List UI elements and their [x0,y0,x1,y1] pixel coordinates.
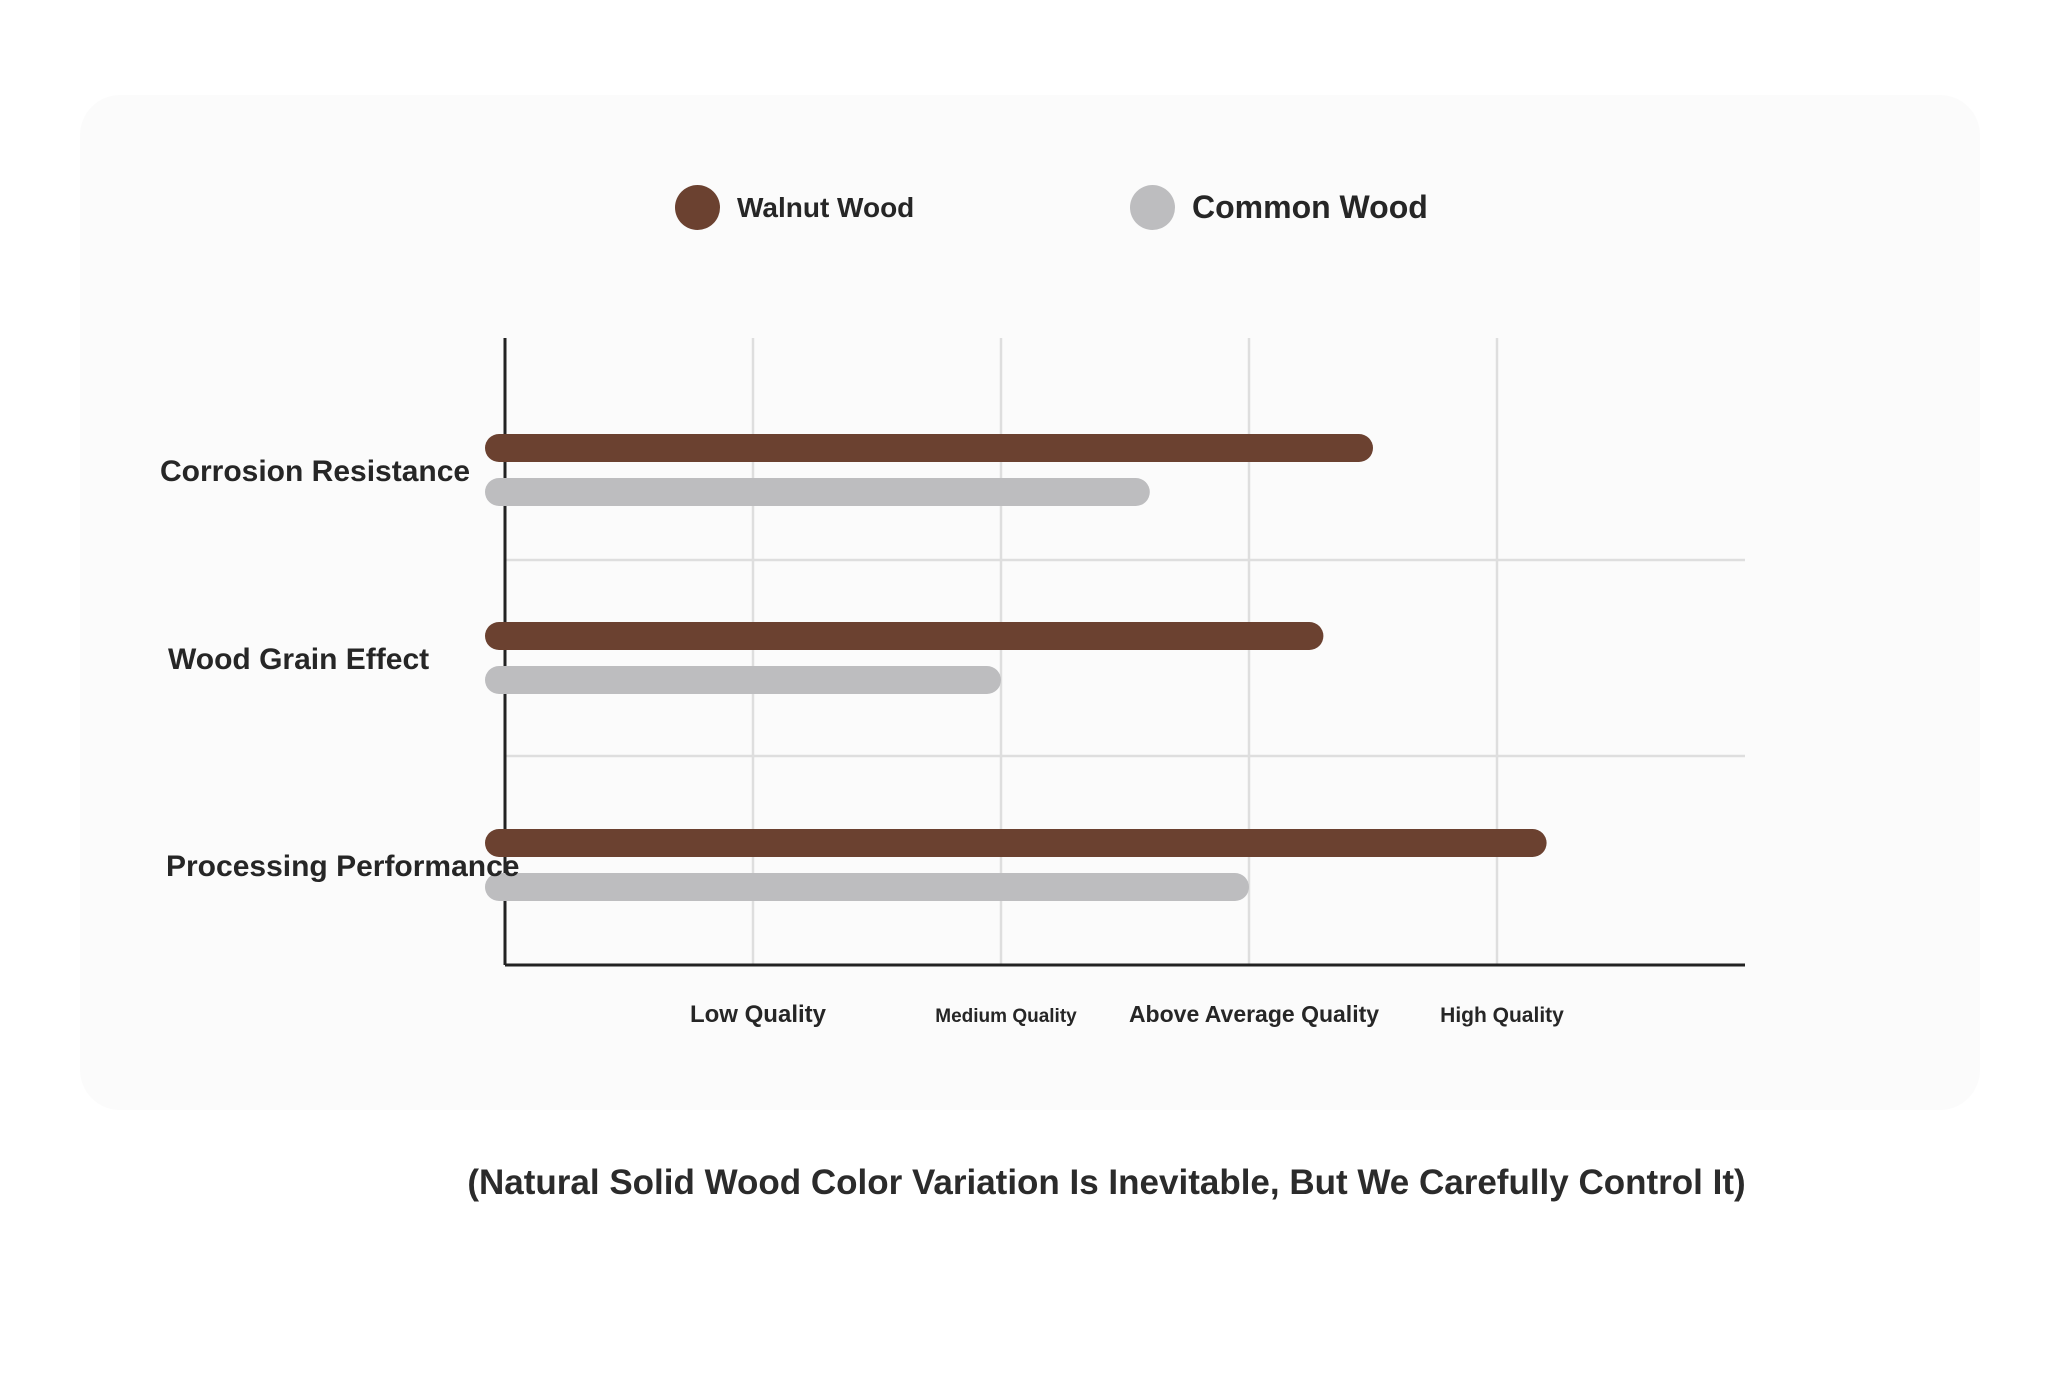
legend-swatch-common [1130,185,1175,230]
chart-card [80,95,1980,1110]
category-label: Corrosion Resistance [160,455,470,488]
legend-swatch-walnut [675,185,720,230]
legend-item-common: Common Wood [1130,185,1428,230]
legend-label-common: Common Wood [1192,189,1428,225]
legend-label-walnut: Walnut Wood [737,191,915,223]
chart-caption: (Natural Solid Wood Color Variation Is I… [467,1163,1746,1202]
x-tick-label: Above Average Quality [1129,1001,1379,1027]
x-tick-label: Low Quality [690,1001,827,1028]
legend-item-walnut: Walnut Wood [675,185,914,230]
x-tick-label: Medium Quality [935,1006,1077,1027]
category-label: Wood Grain Effect [168,643,429,676]
x-tick-label: High Quality [1440,1004,1564,1027]
category-label: Processing Performance [166,850,519,883]
